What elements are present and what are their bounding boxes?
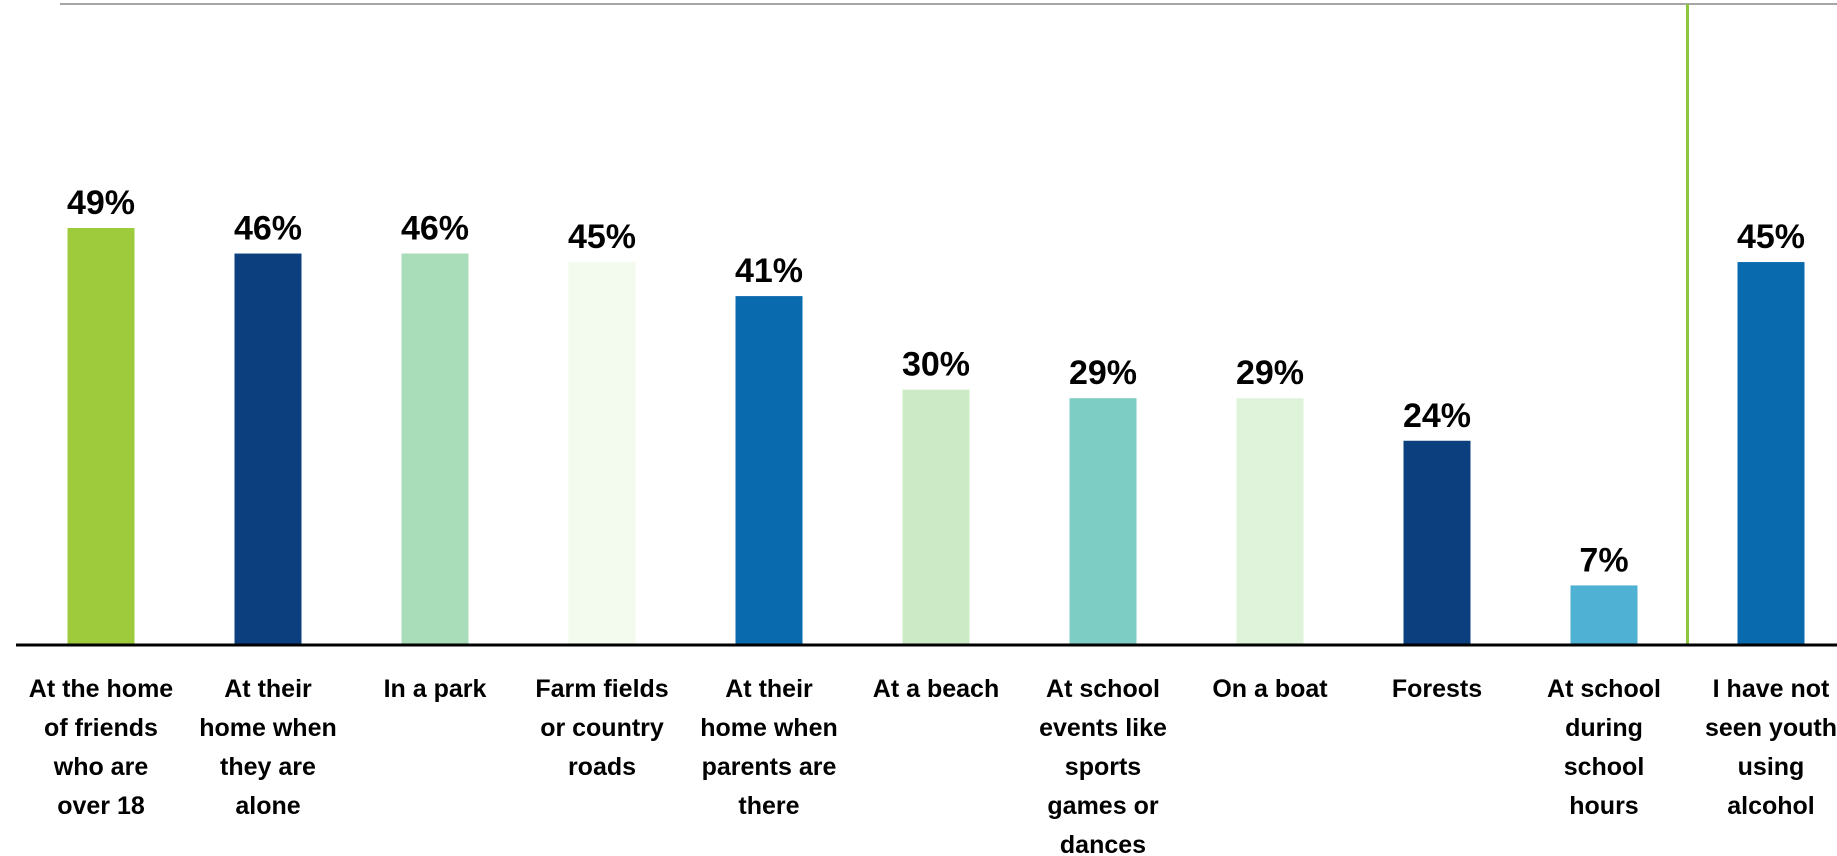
category-label: Forests — [1392, 675, 1482, 703]
bar — [1236, 398, 1304, 645]
category-label-line: school — [1564, 753, 1645, 781]
data-label: 7% — [1579, 541, 1628, 579]
category-label: At school events like sports games or dances — [1039, 675, 1167, 856]
category-label-line: parents are — [702, 753, 837, 781]
data-label: 49% — [67, 184, 135, 222]
data-label: 46% — [401, 210, 469, 248]
data-label: 24% — [1403, 397, 1471, 435]
category-label: At school during school hours — [1547, 675, 1661, 820]
category-label: In a park — [384, 675, 487, 703]
bar — [234, 253, 302, 646]
category-label-line: Farm fields — [535, 675, 668, 703]
data-label: 29% — [1236, 354, 1304, 392]
bar — [67, 228, 135, 645]
category-label-line: of friends — [44, 714, 158, 742]
category-label-line: there — [738, 792, 799, 820]
category-label: I have not seen youth using alcohol — [1705, 675, 1837, 820]
bar — [1069, 398, 1137, 645]
category-label-line: At their — [725, 675, 813, 703]
category-label: At the home of friends who are over 18 — [29, 675, 174, 820]
category-label: At their home when they are alone — [199, 675, 337, 820]
category-label-line: At a beach — [873, 675, 999, 703]
bar — [401, 253, 469, 646]
category-label-line: home when — [700, 714, 838, 742]
bar — [1570, 585, 1638, 645]
category-label-line: On a boat — [1212, 675, 1328, 703]
bar — [902, 389, 970, 645]
category-label-line: At school — [1046, 675, 1160, 703]
category-label-line: Forests — [1392, 675, 1482, 703]
category-label-line: they are — [220, 753, 316, 781]
category-label-line: who are — [53, 753, 149, 781]
category-label-line: or country — [540, 714, 664, 742]
category-label-line: using — [1738, 753, 1805, 781]
category-label-line: seen youth — [1705, 714, 1837, 742]
data-label: 45% — [568, 218, 636, 256]
category-label-line: At school — [1547, 675, 1661, 703]
category-label-line: In a park — [384, 675, 487, 703]
category-label: Farm fields or country roads — [535, 675, 668, 781]
data-label: 46% — [234, 210, 302, 248]
category-label-line: alone — [235, 792, 300, 820]
bar — [735, 296, 803, 645]
data-label: 45% — [1737, 218, 1805, 256]
category-label-line: home when — [199, 714, 337, 742]
category-label-line: At the home — [29, 675, 174, 703]
category-label-line: hours — [1569, 792, 1638, 820]
category-label-line: over 18 — [57, 792, 145, 820]
bar — [1403, 440, 1471, 645]
bar — [568, 262, 636, 645]
data-label: 29% — [1069, 354, 1137, 392]
category-label-line: At their — [224, 675, 312, 703]
category-label: At their home when parents are there — [700, 675, 838, 820]
category-label-line: dances — [1060, 831, 1146, 856]
category-label-line: games or — [1047, 792, 1158, 820]
data-label: 30% — [902, 346, 970, 384]
category-label-line: during — [1565, 714, 1643, 742]
bars-group — [67, 228, 1805, 646]
category-label-line: I have not — [1713, 675, 1830, 703]
category-label-line: events like — [1039, 714, 1167, 742]
category-label-line: sports — [1065, 753, 1141, 781]
category-label: On a boat — [1212, 675, 1328, 703]
value-labels-group: 49% 46% 46% 45% 41% 30% 29% 29% 24% 7% 45% — [67, 184, 1805, 579]
bar — [1737, 262, 1805, 645]
category-label-line: roads — [568, 753, 636, 781]
data-label: 41% — [735, 252, 803, 290]
category-label-line: alcohol — [1727, 792, 1815, 820]
category-label: At a beach — [873, 675, 999, 703]
